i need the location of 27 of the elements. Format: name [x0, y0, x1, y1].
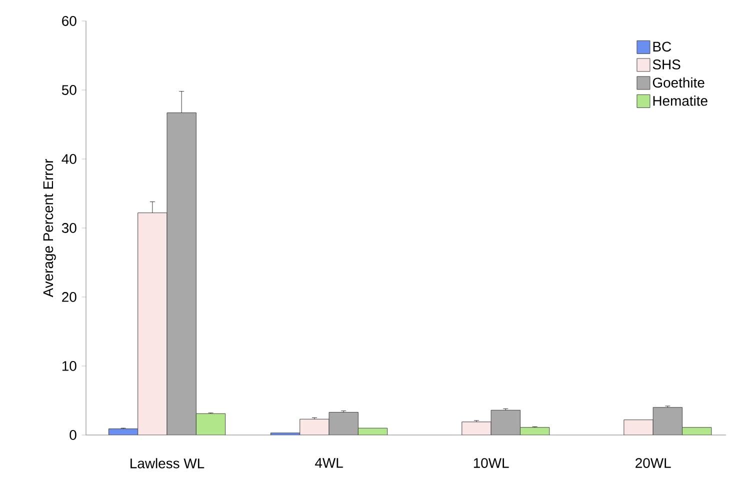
bar	[138, 212, 168, 435]
y-tick-label: 10	[62, 361, 76, 371]
legend-label: BC	[653, 42, 672, 52]
bar	[682, 427, 712, 435]
bar	[652, 407, 683, 435]
y-tick-label: 50	[62, 85, 76, 95]
bar	[490, 410, 520, 435]
bar	[300, 418, 330, 435]
bar	[462, 422, 492, 435]
bar	[520, 427, 550, 435]
legend-label: Hematite	[653, 96, 708, 106]
bar	[196, 413, 226, 435]
bar	[166, 112, 196, 435]
y-tick-label: 20	[62, 292, 76, 302]
legend-label: SHS	[652, 60, 680, 70]
y-tick-label: 40	[62, 154, 76, 164]
x-tick-label: Lawless WL	[130, 458, 204, 468]
bar	[328, 412, 358, 435]
x-tick-label: 4WL	[315, 458, 343, 468]
y-axis-title: Average Percent Error	[43, 158, 56, 298]
y-tick-label: 0	[70, 430, 76, 440]
legend-label: Goethite	[652, 77, 704, 88]
x-tick-label: 20WL	[636, 458, 671, 468]
y-tick-label: 30	[62, 223, 76, 233]
x-tick-label: 10WL	[474, 458, 509, 468]
bar	[624, 420, 654, 435]
y-tick-label: 60	[62, 16, 76, 26]
